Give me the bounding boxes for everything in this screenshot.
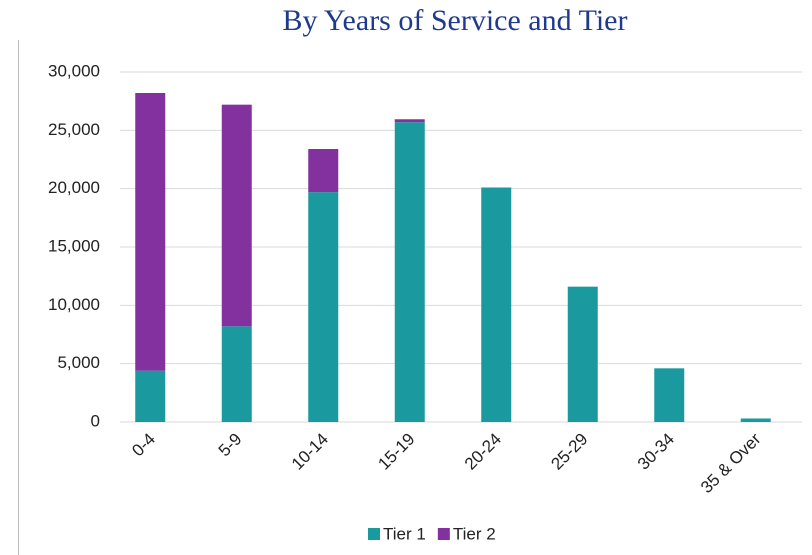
bar-segment <box>394 122 425 423</box>
bar-segment <box>221 104 252 327</box>
legend-swatch <box>368 528 380 540</box>
y-tick-label: 20,000 <box>48 178 100 197</box>
x-tick-label: 10-14 <box>288 429 332 473</box>
x-tick-label: 25-29 <box>547 429 591 473</box>
bar-segment <box>135 93 166 371</box>
bar-segment <box>654 368 685 422</box>
y-tick-label: 5,000 <box>57 353 100 372</box>
x-tick-label: 20-24 <box>461 429 505 473</box>
y-tick-label: 30,000 <box>48 61 100 80</box>
y-tick-label: 15,000 <box>48 236 100 255</box>
bar-segment <box>740 418 771 422</box>
legend-swatch <box>437 528 450 540</box>
legend-label: Tier 2 <box>453 524 496 543</box>
y-tick-label: 0 <box>91 411 100 430</box>
bar-segment <box>481 187 512 422</box>
x-tick-label: 15-19 <box>374 429 418 473</box>
legend-label: Tier 1 <box>383 524 426 543</box>
bar-segment <box>567 286 598 422</box>
x-tick-label: 5-9 <box>215 429 246 460</box>
y-tick-label: 25,000 <box>48 120 100 139</box>
bar-segment <box>221 326 252 422</box>
x-tick-label: 35 & Over <box>697 429 765 497</box>
bar-segment <box>135 370 166 422</box>
bar-segment <box>394 119 425 123</box>
x-tick-label: 30-34 <box>634 429 678 473</box>
y-tick-label: 10,000 <box>48 295 100 314</box>
bar-segment <box>308 149 339 193</box>
chart-title: By Years of Service and Tier <box>283 4 628 37</box>
x-tick-label: 0-4 <box>128 429 159 460</box>
bar-segment <box>308 192 339 422</box>
